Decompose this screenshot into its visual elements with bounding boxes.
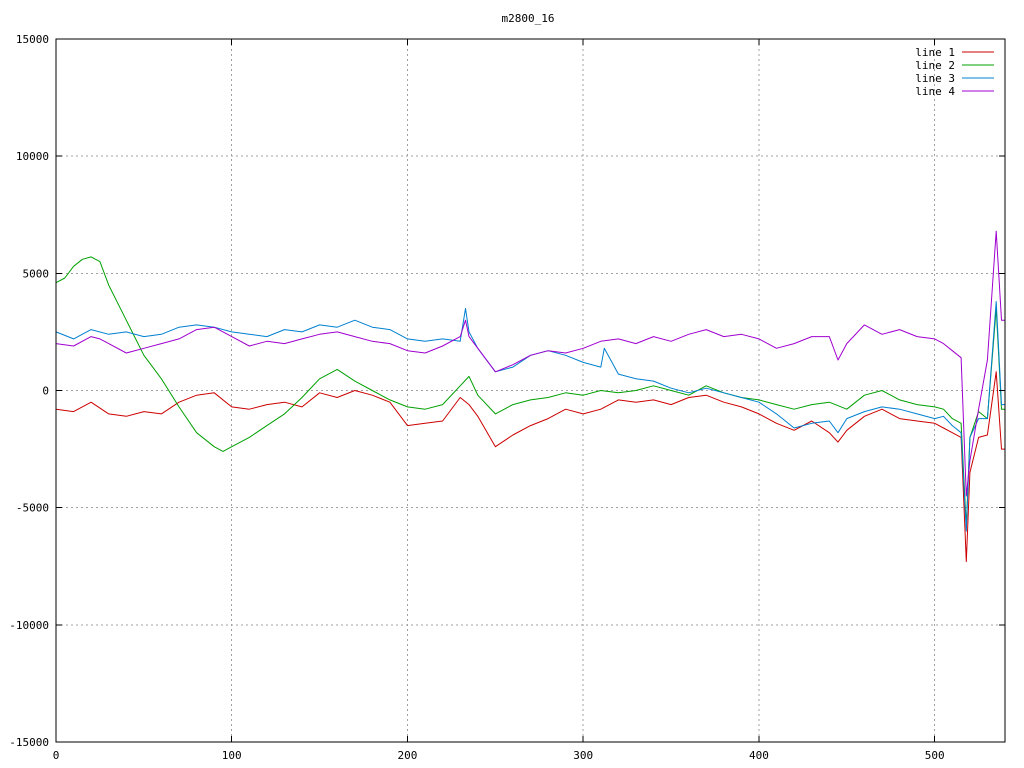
series-line-1 xyxy=(55,371,1005,563)
legend-label-1: line 1 xyxy=(915,46,955,59)
y-tick-label: 15000 xyxy=(16,33,49,46)
legend-label-3: line 3 xyxy=(915,72,955,85)
y-tick-label: 10000 xyxy=(16,150,49,163)
series-layer xyxy=(55,230,1005,563)
chart-title: m2800_16 xyxy=(502,12,555,25)
x-tick-label: 300 xyxy=(573,749,593,762)
x-tick-label: 100 xyxy=(222,749,242,762)
y-tick-label: -5000 xyxy=(16,502,49,515)
y-tick-label: 0 xyxy=(42,385,49,398)
x-tick-label: 0 xyxy=(53,749,60,762)
y-tick-label: 5000 xyxy=(23,267,50,280)
legend-label-2: line 2 xyxy=(915,59,955,72)
series-line-2 xyxy=(55,256,1005,527)
legend-label-4: line 4 xyxy=(915,85,955,98)
y-tick-label: -15000 xyxy=(9,736,49,749)
ticks: -15000 -10000 -5000 0 5000 10000 15000 0 100 200 3… xyxy=(9,33,1005,762)
y-tick-label: -10000 xyxy=(9,619,49,632)
series-line-4 xyxy=(55,230,1005,497)
x-tick-label: 500 xyxy=(925,749,945,762)
grid xyxy=(56,39,1005,742)
series-line-3 xyxy=(55,301,1005,532)
x-tick-label: 200 xyxy=(398,749,418,762)
x-tick-label: 400 xyxy=(749,749,769,762)
